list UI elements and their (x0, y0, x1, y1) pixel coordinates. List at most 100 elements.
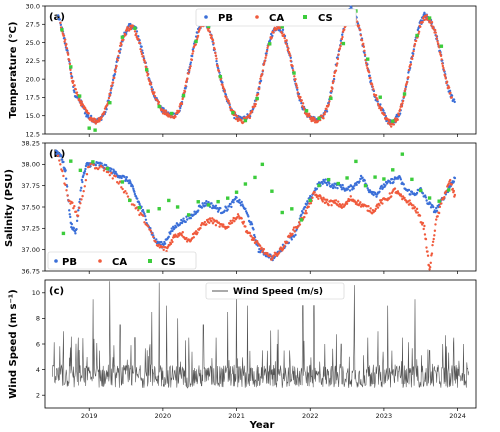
point-pb-1-42-1 (346, 187, 350, 191)
point-ca-1-16-7 (222, 223, 225, 226)
y-tick-label-0-4: 22.5 (26, 57, 40, 65)
legend-b: PB CA CS (47, 251, 197, 270)
point-pb-1-11-3 (123, 175, 126, 179)
y-ticks-a: 12.5 15.0 17.5 20.0 22.5 25.0 27.5 30.0 (26, 2, 458, 138)
point-ca-1-1-6 (73, 205, 76, 208)
point-ca-0-9-7 (117, 54, 120, 58)
point-pb-0-34-3 (265, 52, 268, 55)
point-cs-1-5 (120, 180, 125, 184)
point-ca-0-1-6 (68, 62, 72, 66)
point-ca-0-1-5 (68, 59, 71, 62)
point-ca-0-7-0 (100, 115, 103, 119)
point-ca-0-0-0 (59, 21, 62, 25)
point-ca-0-10-8 (124, 33, 127, 37)
point-ca-1-37-7 (376, 206, 380, 209)
point-ca-0-1-7 (69, 68, 72, 72)
point-ca-1-28-6 (309, 202, 313, 205)
point-ca-1-1-4 (71, 201, 74, 204)
point-ca-0-57-6 (411, 54, 415, 58)
point-pb-0-3-0 (73, 90, 76, 94)
point-pb-1-54-1 (435, 206, 438, 210)
point-pb-1-44-8 (366, 187, 369, 190)
point-ca-0-21-6 (190, 58, 194, 62)
point-ca-0-33-8 (265, 50, 269, 53)
point-ca-0-45-5 (337, 53, 340, 56)
point-ca-1-48-5 (451, 187, 454, 191)
point-cs-0-22 (317, 116, 321, 121)
point-ca-0-45-1 (334, 69, 338, 72)
point-ca-1-9-8 (171, 240, 174, 244)
point-pb-1-39-3 (325, 183, 329, 187)
point-ca-1-14-4 (205, 223, 208, 226)
x-tick-label-2: 2021 (228, 412, 245, 420)
point-pb-1-43-0 (353, 184, 356, 187)
point-ca-1-8-6 (161, 245, 164, 249)
point-pb-1-16-1 (155, 238, 158, 241)
point-ca-0-51-1 (371, 85, 374, 88)
point-ca-0-51-0 (370, 83, 374, 86)
point-ca-1-5-3 (121, 187, 124, 191)
point-ca-1-37-9 (378, 204, 381, 207)
point-ca-0-53-8 (388, 119, 391, 123)
point-pb-1-34-8 (292, 235, 296, 238)
point-cs-1-30 (354, 159, 358, 164)
point-cs-0-9 (157, 104, 161, 109)
point-ca-0-29-7 (240, 118, 243, 122)
point-ca-0-1-3 (66, 53, 70, 56)
point-ca-1-44-4 (425, 246, 428, 249)
point-ca-1-32-0 (334, 199, 338, 202)
point-pb-1-47-2 (384, 184, 387, 187)
legend-label-pb-b: PB (62, 257, 77, 268)
point-pb-0-35-0 (269, 32, 273, 36)
point-pb-1-5-3 (82, 174, 85, 177)
point-ca-1-7-5 (149, 229, 152, 232)
point-cs-1-24 (299, 218, 304, 222)
point-pb-1-27-4 (238, 198, 241, 202)
point-ca-1-46-5 (437, 211, 441, 215)
point-ca-0-48-8 (357, 24, 361, 27)
point-ca-0-11-2 (126, 26, 130, 29)
point-ca-1-48-3 (450, 183, 453, 186)
y-tick-label-2-1: 4 (36, 366, 40, 374)
point-ca-0-13-5 (140, 52, 144, 56)
point-pb-0-26-1 (215, 59, 218, 63)
point-cs-0-8 (144, 68, 149, 72)
point-pb-1-20-8 (189, 216, 193, 220)
point-cs-1-21 (270, 189, 274, 193)
legend-box-a (195, 8, 357, 27)
point-ca-1-2-8 (85, 173, 89, 176)
point-ca-1-44-6 (426, 250, 429, 253)
point-pb-1-27-7 (240, 200, 243, 204)
point-pb-0-53-3 (382, 109, 385, 112)
point-ca-1-5-1 (118, 180, 122, 183)
point-ca-0-7-3 (102, 112, 105, 116)
point-ca-0-25-3 (213, 48, 216, 51)
point-ca-1-19-7 (244, 225, 247, 228)
point-pb-0-12-1 (129, 22, 132, 26)
point-cs-1-36 (410, 177, 414, 182)
point-pb-1-13-8 (138, 202, 141, 206)
point-pb-1-39-6 (328, 182, 331, 185)
point-pb-1-40-4 (334, 186, 337, 189)
point-pb-1-52-8 (425, 199, 428, 202)
y-ticks-c: 2 4 6 8 10 (32, 289, 458, 411)
point-pb-1-14-3 (141, 208, 145, 212)
point-ca-0-14-7 (148, 79, 151, 83)
point-pb-0-49-2 (356, 22, 360, 25)
point-pb-1-29-1 (250, 223, 254, 226)
point-pb-1-23-6 (210, 202, 213, 205)
point-pb-1-11-6 (125, 176, 128, 179)
point-pb-1-7-4 (94, 163, 98, 167)
point-ca-0-40-3 (305, 112, 309, 115)
data-marks-c (52, 281, 469, 389)
y-axis-label-a: Temperature (°C) (8, 22, 19, 119)
point-ca-1-36-4 (367, 205, 370, 208)
point-ca-0-61-3 (434, 31, 437, 34)
x-ticks-c: 2019 2020 2021 2022 2023 2024 (81, 412, 466, 420)
point-ca-0-0-6 (62, 34, 66, 37)
point-cs-0-27 (378, 95, 382, 99)
point-pb-1-2-8 (68, 213, 71, 216)
point-ca-0-9-3 (114, 66, 118, 70)
point-ca-1-24-8 (281, 248, 285, 251)
